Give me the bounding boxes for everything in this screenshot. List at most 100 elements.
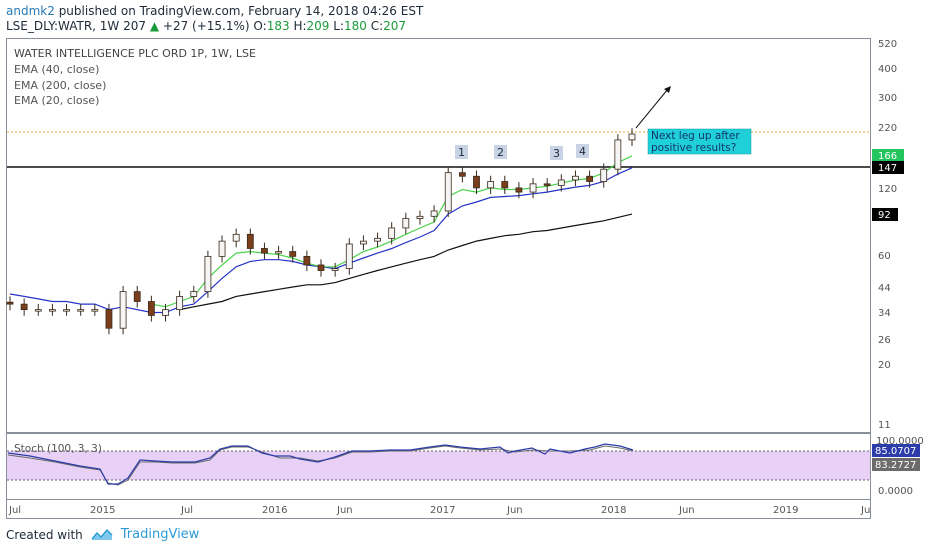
wave-label-text: 2 xyxy=(497,146,504,159)
candle xyxy=(261,248,268,254)
price-tick: 34 xyxy=(878,308,891,319)
candle xyxy=(34,309,42,312)
legend-title: WATER INTELLIGENCE PLC ORD 1P, 1W, LSE xyxy=(14,47,256,60)
up-triangle-icon: ▲ xyxy=(149,19,160,33)
low-label: L: xyxy=(333,19,344,33)
candle xyxy=(246,233,254,249)
candle xyxy=(543,183,551,186)
candle xyxy=(572,175,579,181)
stoch-d-value: 83.2727 xyxy=(875,460,916,471)
candle xyxy=(232,233,240,242)
close-label: C: xyxy=(370,19,384,33)
legend-ema-200: EMA (200, close) xyxy=(14,79,106,92)
price-change: +27 (+15.1%) xyxy=(162,19,250,33)
symbol: LSE_DLY:WATR, 1W xyxy=(6,19,120,33)
candle xyxy=(331,268,339,271)
wave-label-text: 4 xyxy=(579,145,586,158)
high-value: 209 xyxy=(306,19,330,33)
open-value: 183 xyxy=(266,19,290,33)
candles xyxy=(6,128,636,335)
candle xyxy=(20,303,28,311)
candle xyxy=(529,183,537,193)
candle xyxy=(6,301,14,305)
candle xyxy=(63,309,70,312)
stoch-bottom-tick: 0.0000 xyxy=(878,486,913,497)
candle xyxy=(119,291,127,329)
candle xyxy=(374,237,381,242)
price-tick: 44 xyxy=(878,283,891,294)
price-badge-text: 92 xyxy=(878,210,891,221)
candle xyxy=(162,309,169,316)
candle xyxy=(388,227,396,239)
wave-label-2: 2 xyxy=(494,145,507,159)
candle xyxy=(430,210,438,217)
tradingview-logo-icon xyxy=(91,528,113,540)
low-value: 180 xyxy=(343,19,367,33)
tradingview-brand[interactable]: TradingView xyxy=(120,527,200,542)
open-label: O: xyxy=(253,19,267,33)
candle xyxy=(133,291,141,302)
time-tick: 2018 xyxy=(601,505,626,516)
candle xyxy=(49,309,56,312)
candle xyxy=(190,291,198,297)
candle xyxy=(345,243,353,270)
time-tick: Ju xyxy=(860,505,870,516)
projection-arrow xyxy=(635,86,671,129)
time-tick: Jul xyxy=(8,505,21,516)
publish-line: andmk2 published on TradingView.com, Feb… xyxy=(6,4,423,18)
candle xyxy=(416,215,424,219)
price-tick: 60 xyxy=(878,251,891,262)
stoch-band xyxy=(7,451,870,480)
time-tick: Jul xyxy=(180,505,193,516)
time-tick: Jun xyxy=(336,505,353,516)
candle xyxy=(303,255,311,266)
wave-label-1: 1 xyxy=(455,145,468,159)
wave-label-4: 4 xyxy=(576,144,589,158)
price-tick: 11 xyxy=(878,420,891,431)
price-badge-92: 92 xyxy=(872,208,898,221)
wave-label-text: 1 xyxy=(458,146,465,159)
last-price: 207 xyxy=(123,19,147,33)
stoch-k-value: 85.0707 xyxy=(875,446,916,457)
callout-line-2: positive results? xyxy=(651,142,736,154)
candle xyxy=(275,251,282,254)
stoch-d-line xyxy=(7,445,634,486)
candle xyxy=(317,264,325,271)
time-tick: 2015 xyxy=(90,505,115,516)
candle xyxy=(360,240,367,245)
candle xyxy=(600,168,608,182)
candle xyxy=(444,172,452,212)
candle xyxy=(501,181,509,189)
candle xyxy=(204,255,212,293)
candle xyxy=(614,139,622,170)
price-tick: 220 xyxy=(878,123,897,134)
stoch-k-badge: 85.0707 xyxy=(872,444,920,457)
published-text: published on TradingView.com, February 1… xyxy=(58,4,424,18)
wave-label-3: 3 xyxy=(550,146,563,160)
candle xyxy=(147,301,155,316)
time-tick: Jun xyxy=(506,505,523,516)
legend-ema-40: EMA (40, close) xyxy=(14,63,99,76)
price-tick: 26 xyxy=(878,335,891,346)
time-tick: Jun xyxy=(678,505,695,516)
author-link[interactable]: andmk2 xyxy=(6,4,55,18)
close-value: 207 xyxy=(383,19,407,33)
candle xyxy=(458,172,466,177)
ema-200-path xyxy=(179,213,633,311)
candle xyxy=(402,218,410,229)
stoch-d-badge: 83.2727 xyxy=(872,458,920,471)
price-badge-147: 147 xyxy=(872,161,904,174)
stoch-top-tick: 100.0000 xyxy=(876,436,924,447)
price-axis: 520 400 300 220 120 60 44 34 26 20 11 xyxy=(878,39,897,431)
candle xyxy=(289,251,297,257)
price-tick: 120 xyxy=(878,184,897,195)
candle xyxy=(515,187,523,193)
callout: Next leg up after positive results? xyxy=(647,128,752,155)
high-label: H: xyxy=(293,19,307,33)
price-badge-text: 147 xyxy=(878,163,897,174)
price-tick: 20 xyxy=(878,360,891,371)
wave-label-text: 3 xyxy=(553,147,560,160)
price-tick: 400 xyxy=(878,64,897,75)
stoch-label: Stoch (100, 3, 3) xyxy=(14,443,102,455)
